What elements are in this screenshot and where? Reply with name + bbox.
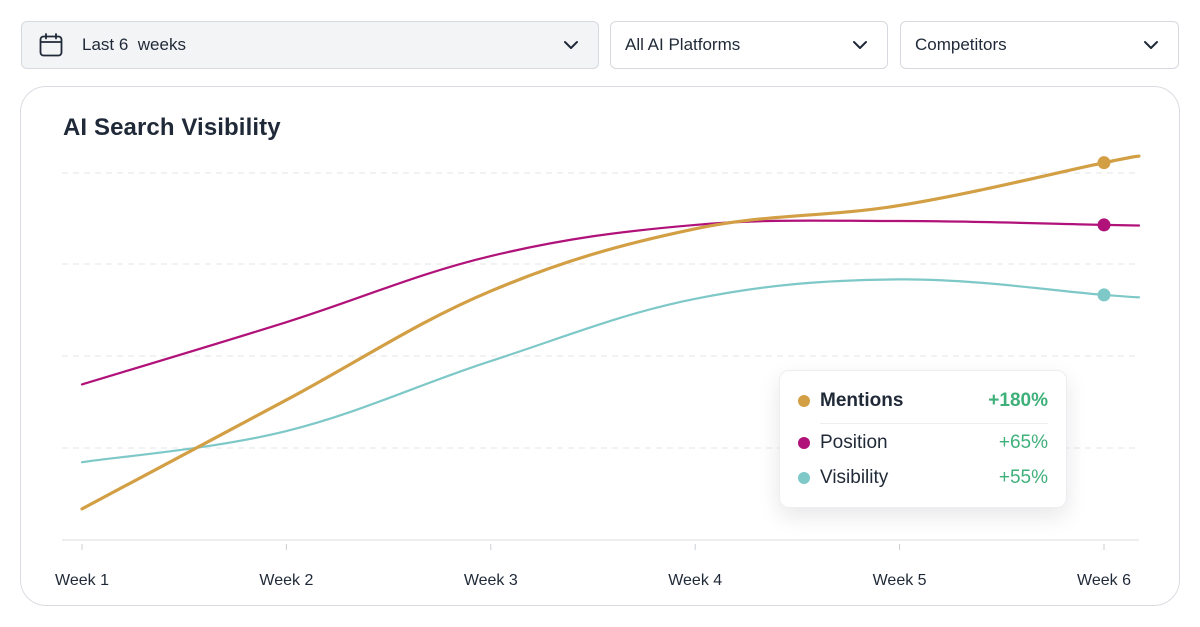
date-range-label: Last 6 weeks (82, 35, 186, 54)
tooltip-row-position: Position +65% (798, 432, 1048, 454)
tooltip-series-value: +65% (998, 432, 1048, 453)
tooltip-row-visibility: Visibility +55% (798, 467, 1048, 489)
visibility-legend-dot (798, 472, 810, 484)
series-endpoint-position (1097, 218, 1111, 232)
tooltip-series-name: Visibility (820, 467, 889, 488)
date-range-dropdown[interactable]: Last 6 weeks (21, 21, 599, 69)
tooltip-series-value: +55% (998, 467, 1048, 488)
series-line-mentions (80, 154, 1141, 511)
x-tick-label: Week 2 (259, 572, 313, 589)
chevron-down-icon (1142, 36, 1160, 54)
x-tick-label: Week 6 (1077, 572, 1131, 589)
competitors-label: Competitors (915, 35, 1007, 54)
tooltip-series-name: Mentions (820, 390, 904, 411)
platform-label: All AI Platforms (625, 35, 741, 54)
competitors-dropdown[interactable]: Competitors (900, 21, 1179, 69)
tooltip-divider (820, 423, 1048, 424)
x-tick-label: Week 1 (55, 572, 109, 589)
x-tick-label: Week 3 (464, 572, 518, 589)
tooltip-series-name: Position (820, 432, 888, 453)
chart-title: AI Search Visibility (63, 114, 281, 141)
position-legend-dot (798, 437, 810, 449)
x-tick-label: Week 4 (668, 572, 722, 589)
series-endpoint-mentions (1097, 156, 1111, 170)
calendar-icon (38, 32, 64, 58)
x-tick-label: Week 5 (873, 572, 927, 589)
tooltip-row-mentions: Mentions +180% (798, 390, 1048, 412)
chart-tooltip: Mentions +180% Position +65% Visibility … (779, 370, 1067, 508)
platform-dropdown[interactable]: All AI Platforms (610, 21, 888, 69)
line-chart: Week 1 Week 2 Week 3 Week 4 Week 5 Week 6 (55, 154, 1141, 589)
series-line-visibility (80, 278, 1141, 464)
chevron-down-icon (562, 36, 580, 54)
mentions-legend-dot (798, 395, 810, 407)
tooltip-series-value: +180% (988, 390, 1048, 411)
chevron-down-icon (851, 36, 869, 54)
series-endpoint-visibility (1097, 288, 1111, 302)
series-line-position (80, 219, 1141, 386)
